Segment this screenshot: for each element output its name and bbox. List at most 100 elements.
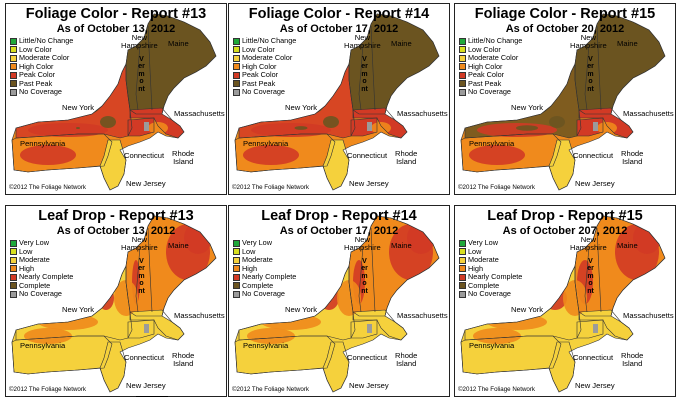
legend-swatch [10,37,17,45]
legend-label: Little/No Change [242,36,297,46]
legend-label: Low [19,246,33,256]
state-label-massachusetts: Massachusetts [174,109,225,118]
state-label-connecticut: Connecticut [573,151,614,160]
state-label-pennsylvania: Pennsylvania [469,341,515,350]
copyright-note: ©2012 The Foliage Network [458,184,536,191]
legend-item: Past Peak [233,78,296,89]
legend-swatch [459,63,466,71]
legend-label: High [468,263,484,273]
legend-label: Peak Color [242,70,279,80]
legend-item: No Coverage [459,290,522,299]
legend-item: Low Color [459,44,522,55]
legend-label: Nearly Complete [242,272,297,282]
legend-item: No Coverage [233,290,296,299]
legend-item: Very Low [459,239,522,248]
map-legend: Little/No Change Low Color Moderate Color H… [233,37,296,97]
foliage-map-panel: Foliage Color - Report #13 As of October … [5,3,227,195]
copyright-note: ©2012 The Foliage Network [458,386,536,393]
legend-item: Peak Color [10,71,73,80]
state-label-rhode-island: Rhode Island [621,149,644,166]
legend-item: No Coverage [10,290,73,299]
legend-swatch [10,256,17,264]
legend-item: Little/No Change [459,37,522,46]
state-map [11,215,217,393]
legend-swatch [233,239,240,247]
legend-item: Very Low [10,239,73,248]
legend-label: Low Color [468,44,501,54]
state-label-new-york: New York [285,305,318,314]
legend-item: High Color [10,61,73,72]
state-label-connecticut: Connecticut [347,353,388,362]
state-label-vermont: Vermont [587,258,594,295]
legend-item: Low [459,247,522,257]
map-legend: Little/No Change Low Color Moderate Color H… [459,37,522,97]
legend-label: High Color [242,61,277,71]
panel-title: Foliage Color - Report #15 [474,6,656,22]
legend-swatch [10,239,17,247]
legend-label: Peak Color [468,70,505,80]
legend-label: Very Low [468,238,499,248]
legend-item: Little/No Change [10,37,73,46]
legend-item: Moderate Color [459,54,522,63]
leaf-drop-map-panel: Leaf Drop - Report #14 As of October 17, … [228,205,450,397]
legend-item: Little/No Change [233,37,296,46]
legend-swatch [459,290,466,298]
legend-item: Low Color [10,45,73,55]
legend-label: Moderate Color [468,53,519,63]
state-label-new-york: New York [511,103,544,112]
state-map [460,13,666,191]
state-label-new-hampshire: New Hampshire [121,33,158,50]
state-label-pennsylvania: Pennsylvania [243,139,289,148]
panel-title: Foliage Color - Report #14 [248,6,430,22]
state-label-new-hampshire: New Hampshire [344,33,381,50]
legend-swatch [233,80,240,88]
legend-label: No Coverage [19,87,62,97]
state-label-pennsylvania: Pennsylvania [469,139,515,148]
state-label-new-jersey: New Jersey [349,381,389,390]
legend-label: Past Peak [242,78,276,88]
legend-swatch [233,37,240,45]
legend-item: Peak Color [459,71,522,80]
state-map [460,215,666,393]
legend-item: Complete [233,281,296,291]
legend-label: High Color [19,61,54,71]
legend-label: Moderate [19,255,50,265]
state-label-connecticut: Connecticut [347,151,388,160]
state-label-pennsylvania: Pennsylvania [243,341,289,350]
legend-swatch [459,256,466,264]
legend-item: Very Low [233,239,296,248]
legend-item: High Color [233,61,296,72]
legend-swatch [233,256,240,264]
legend-swatch [459,273,466,281]
legend-item: Past Peak [459,79,522,89]
legend-item: Moderate Color [10,54,73,63]
foliage-map-panel: Foliage Color - Report #14 As of October … [228,3,450,195]
state-label-rhode-island: Rhode Island [395,351,418,368]
legend-item: Past Peak [10,78,73,89]
legend-swatch [10,88,17,96]
legend-label: Past Peak [19,78,53,88]
panel-title: Leaf Drop - Report #13 [38,208,194,224]
state-label-maine: Maine [617,39,638,48]
legend-swatch [459,239,466,247]
state-label-maine: Maine [391,241,412,250]
legend-label: High [242,263,258,273]
legend-item: Nearly Complete [459,273,522,282]
panel-date: As of October 17, 2012 [279,225,399,237]
legend-item: Low [10,246,73,257]
legend-item: High [459,263,522,274]
legend-swatch [459,80,466,88]
leaf-drop-map-panel: Leaf Drop - Report #15 As of October 207,… [454,205,676,397]
legend-label: Moderate [468,255,499,265]
state-label-new-york: New York [62,103,95,112]
state-label-new-york: New York [285,103,318,112]
legend-item: Moderate Color [233,54,296,63]
map-legend: Very Low Low Moderate High Nearly Complete Co… [10,239,73,299]
leaf-drop-map-panel: Leaf Drop - Report #13 As of October 13, … [5,205,227,397]
panel-date: As of October 20, 2012 [505,23,625,35]
legend-label: Peak Color [19,70,56,80]
legend-label: High Color [468,61,503,71]
state-label-new-hampshire: New Hampshire [121,235,158,252]
legend-item: Low Color [233,45,296,55]
map-legend: Very Low Low Moderate High Nearly Complete Co… [459,239,522,299]
